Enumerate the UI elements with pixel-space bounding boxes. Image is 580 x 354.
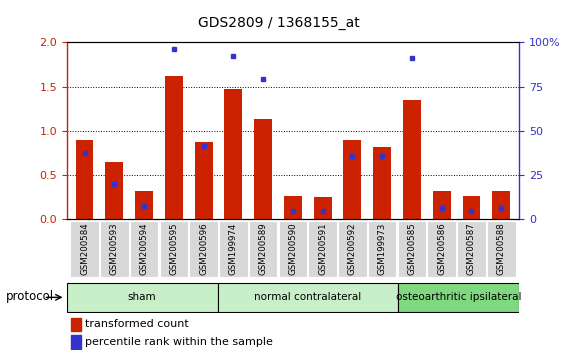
Bar	[368, 221, 397, 277]
Bar	[71, 335, 81, 349]
Text: GSM200593: GSM200593	[110, 222, 119, 275]
Bar	[309, 221, 337, 277]
Bar	[398, 221, 426, 277]
Text: GSM200592: GSM200592	[348, 222, 357, 275]
Bar	[463, 195, 480, 219]
Bar	[165, 76, 183, 219]
Bar	[278, 221, 307, 277]
Text: osteoarthritic ipsilateral: osteoarthritic ipsilateral	[396, 292, 521, 302]
Text: GSM200586: GSM200586	[437, 222, 446, 275]
Text: GSM200595: GSM200595	[169, 222, 178, 275]
Bar	[100, 221, 129, 277]
Text: protocol: protocol	[6, 290, 54, 303]
Bar	[218, 283, 398, 312]
Bar	[224, 88, 242, 219]
Text: GSM200587: GSM200587	[467, 222, 476, 275]
Bar	[219, 221, 248, 277]
Bar	[487, 221, 516, 277]
Text: transformed count: transformed count	[85, 319, 188, 329]
Bar	[433, 191, 451, 219]
Bar	[249, 221, 277, 277]
Bar	[160, 221, 188, 277]
Bar	[284, 196, 302, 219]
Text: GSM200589: GSM200589	[259, 222, 267, 275]
Bar	[427, 221, 456, 277]
Text: GSM200596: GSM200596	[199, 222, 208, 275]
Text: GSM200590: GSM200590	[288, 222, 298, 275]
Bar	[195, 142, 212, 219]
Bar	[403, 100, 421, 219]
Bar	[75, 140, 93, 219]
Bar	[67, 283, 218, 312]
Text: sham: sham	[128, 292, 157, 302]
Bar	[189, 221, 218, 277]
Text: GSM199974: GSM199974	[229, 222, 238, 275]
Text: GSM200591: GSM200591	[318, 222, 327, 275]
Text: GSM200588: GSM200588	[496, 222, 506, 275]
Bar	[71, 318, 81, 331]
Bar	[457, 221, 486, 277]
Text: normal contralateral: normal contralateral	[255, 292, 361, 302]
Bar	[254, 119, 272, 219]
Bar	[135, 191, 153, 219]
Bar	[338, 221, 367, 277]
Bar	[70, 221, 99, 277]
Text: GSM200585: GSM200585	[408, 222, 416, 275]
Text: percentile rank within the sample: percentile rank within the sample	[85, 337, 273, 347]
Bar	[343, 140, 361, 219]
Bar	[130, 221, 158, 277]
Bar	[398, 283, 519, 312]
Bar	[374, 147, 391, 219]
Text: GSM200594: GSM200594	[140, 222, 148, 275]
Bar	[492, 191, 510, 219]
Text: GDS2809 / 1368155_at: GDS2809 / 1368155_at	[198, 16, 359, 30]
Bar	[314, 198, 332, 219]
Text: GSM199973: GSM199973	[378, 222, 387, 275]
Bar	[106, 162, 123, 219]
Text: GSM200584: GSM200584	[80, 222, 89, 275]
